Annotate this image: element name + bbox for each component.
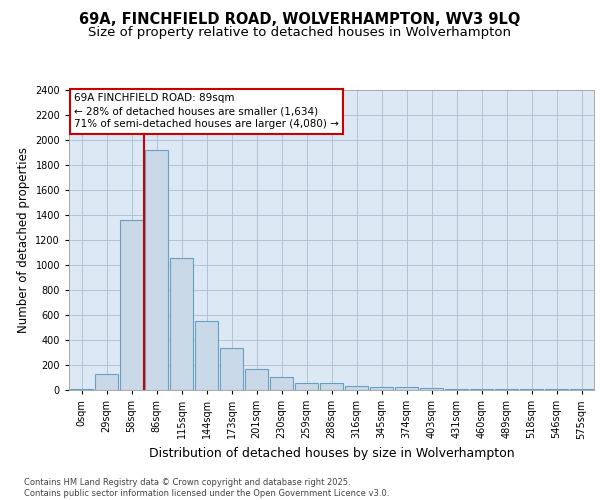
Text: Contains HM Land Registry data © Crown copyright and database right 2025.
Contai: Contains HM Land Registry data © Crown c… — [24, 478, 389, 498]
Bar — [220, 348, 244, 390]
Text: Size of property relative to detached houses in Wolverhampton: Size of property relative to detached ho… — [89, 26, 511, 39]
X-axis label: Distribution of detached houses by size in Wolverhampton: Distribution of detached houses by size … — [149, 447, 514, 460]
Bar — [395, 387, 418, 390]
Bar — [245, 369, 268, 390]
Bar — [95, 374, 118, 390]
Bar — [269, 377, 293, 390]
Bar — [295, 382, 319, 390]
Bar — [170, 258, 193, 390]
Bar — [344, 386, 368, 390]
Bar — [145, 150, 169, 390]
Y-axis label: Number of detached properties: Number of detached properties — [17, 147, 29, 333]
Bar — [194, 320, 218, 390]
Bar — [445, 389, 469, 390]
Bar — [470, 389, 493, 390]
Bar — [70, 389, 94, 390]
Bar — [320, 382, 343, 390]
Text: 69A FINCHFIELD ROAD: 89sqm
← 28% of detached houses are smaller (1,634)
71% of s: 69A FINCHFIELD ROAD: 89sqm ← 28% of deta… — [74, 93, 339, 130]
Bar — [119, 220, 143, 390]
Bar — [370, 387, 394, 390]
Text: 69A, FINCHFIELD ROAD, WOLVERHAMPTON, WV3 9LQ: 69A, FINCHFIELD ROAD, WOLVERHAMPTON, WV3… — [79, 12, 521, 28]
Bar — [419, 388, 443, 390]
